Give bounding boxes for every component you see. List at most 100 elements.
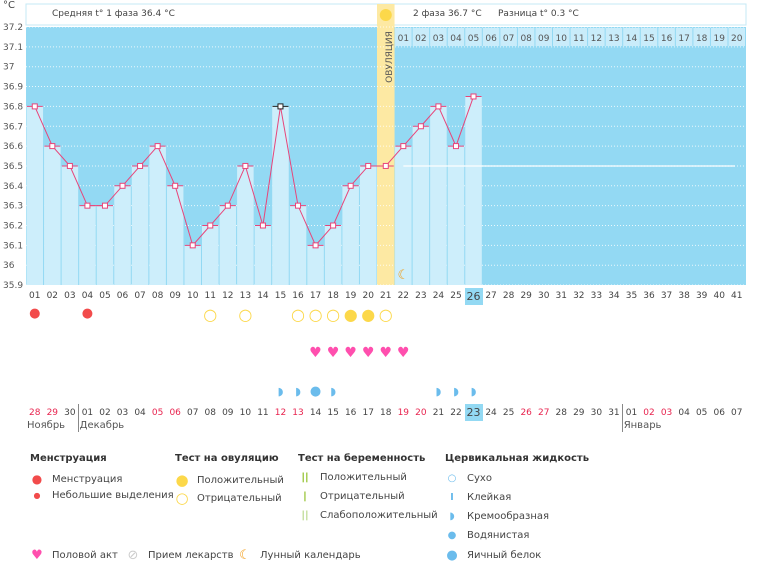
legend-preg-positive: || Положительный [298, 472, 407, 483]
legend-dry: ○ Сухо [445, 473, 492, 484]
temperature-point [400, 143, 407, 150]
post-ovulation-day-label: 01 [398, 34, 409, 44]
temperature-point [452, 143, 459, 150]
ovulation-test-negative-icon: ○ [308, 305, 323, 324]
legend-preg-faint: || Слабоположительный [298, 510, 437, 521]
temperature-bar [237, 165, 254, 285]
temperature-bar [114, 185, 131, 285]
post-ovulation-cell [553, 28, 570, 46]
temperature-point [242, 162, 249, 169]
calendar-date: 01 [81, 408, 94, 418]
y-tick-label: 36.1 [3, 241, 23, 251]
legend-moon: ☾ Лунный календарь [239, 548, 361, 563]
heart-icon: ♥ [309, 345, 322, 361]
calendar-date: 20 [415, 408, 427, 418]
temperature-point [31, 103, 38, 110]
cycle-day-label: 41 [731, 291, 743, 301]
ovulation-test-negative-icon: ○ [326, 305, 341, 324]
post-ovulation-day-label: 12 [591, 34, 602, 44]
y-tick-label: 36.4 [3, 182, 23, 192]
calendar-date: 06 [713, 408, 725, 418]
cycle-day-label: 08 [151, 291, 164, 301]
post-ovulation-day-label: 02 [415, 34, 426, 44]
temperature-bar [61, 165, 79, 285]
temperature-point [49, 143, 56, 150]
cycle-day-label: 27 [485, 291, 497, 301]
calendar-date: 15 [327, 408, 339, 418]
calendar-date: 25 [502, 408, 515, 418]
temperature-point [417, 123, 424, 130]
y-unit-label: °C [3, 0, 15, 11]
cycle-day-label: 35 [625, 291, 638, 301]
two-lines-icon: || [301, 472, 309, 483]
cycle-day-label: 40 [713, 291, 725, 301]
post-ovulation-day-label: 08 [520, 34, 532, 44]
legend-watery: ● Водянистая [445, 530, 530, 541]
calendar-date: 23 [464, 404, 483, 421]
legend-intercourse: ♥ Половой акт [31, 548, 118, 563]
post-ovulation-cell [605, 28, 623, 46]
post-ovulation-day-label: 03 [433, 34, 444, 44]
heart-icon: ♥ [397, 345, 410, 361]
temperature-bar [447, 146, 465, 285]
calendar-date: 03 [660, 408, 673, 418]
temperature-bar [412, 126, 430, 285]
calendar-date: 12 [274, 408, 287, 418]
post-ovulation-cell [675, 28, 693, 46]
legend-preg-negative: | Отрицательный [298, 491, 405, 502]
watery-icon: ● [447, 530, 457, 541]
cycle-day-label: 15 [274, 291, 287, 301]
month-label: Декабрь [79, 420, 125, 431]
temperature-point [224, 202, 231, 209]
legend-ov-negative: ○ Отрицательный [175, 489, 282, 507]
small-drop-icon: ● [33, 491, 41, 500]
cycle-day-label: 22 [397, 291, 410, 301]
ovulation-sun-icon [379, 9, 392, 21]
calendar-date: 24 [485, 408, 497, 418]
post-ovulation-day-label: 05 [468, 34, 479, 44]
cycle-day-label: 13 [239, 291, 252, 301]
cycle-day-label: 32 [573, 291, 585, 301]
cycle-day-label: 21 [380, 291, 392, 301]
post-ovulation-cell [430, 28, 447, 46]
y-tick-label: 36.6 [3, 142, 23, 152]
temperature-bar [324, 225, 342, 285]
ovulation-test-negative-icon: ○ [203, 305, 218, 324]
cycle-day-label: 05 [99, 291, 111, 301]
temperature-point [189, 242, 196, 249]
calendar-date: 29 [46, 408, 59, 418]
calendar-date: 22 [450, 408, 462, 418]
cycle-day-label: 24 [432, 291, 445, 301]
calendar-date: 13 [292, 408, 304, 418]
ovulation-test-positive-icon: ● [361, 305, 376, 324]
temperature-point [66, 162, 73, 169]
post-ovulation-cell [412, 28, 430, 46]
calendar-date: 02 [643, 408, 655, 418]
eggwhite-icon: ● [446, 548, 458, 563]
post-ovulation-cell [395, 28, 412, 46]
temperature-bar [395, 146, 412, 285]
month-separator [621, 404, 623, 432]
y-tick-label: 35.9 [3, 281, 23, 291]
cycle-day-label: 16 [292, 291, 304, 301]
calendar-date: 07 [186, 408, 199, 418]
y-tick-label: 36.9 [3, 83, 23, 93]
calendar-date: 03 [116, 408, 129, 418]
temperature-point [470, 93, 477, 100]
temperature-point [154, 143, 161, 150]
temperature-bar [202, 225, 219, 285]
creamy-fluid-icon: ◗ [435, 385, 442, 398]
calendar-date: 19 [397, 408, 410, 418]
temperature-bar [149, 146, 166, 285]
calendar-date: 30 [64, 408, 76, 418]
cycle-day-label: 29 [520, 291, 532, 301]
calendar-date: 26 [520, 408, 532, 418]
calendar-date: 29 [573, 408, 585, 418]
calendar-date: 05 [151, 408, 164, 418]
creamy-fluid-icon: ◗ [295, 385, 301, 398]
post-ovulation-day-label: 04 [450, 34, 462, 44]
post-ovulation-cell [570, 28, 588, 46]
calendar-date: 17 [362, 408, 374, 418]
cycle-day-label: 28 [502, 291, 515, 301]
month-label: Ноябрь [27, 420, 66, 431]
